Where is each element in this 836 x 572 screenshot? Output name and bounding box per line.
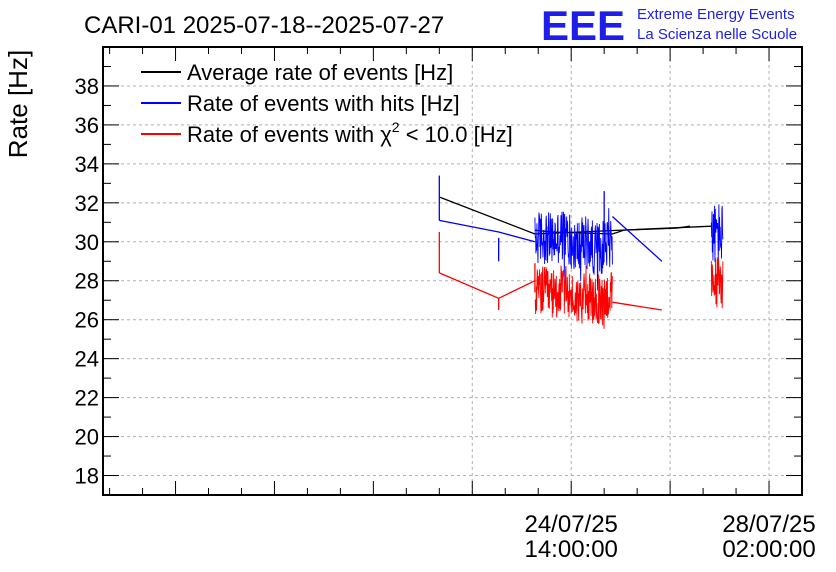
y-tick-label: 28 (75, 269, 99, 294)
y-tick-label: 30 (75, 230, 99, 255)
legend-label-chi2-symbol: χ (380, 122, 392, 147)
axis-ticks (103, 46, 802, 496)
y-tick-label: 24 (75, 347, 99, 372)
x-tick-label-date: 28/07/25 (722, 511, 815, 538)
chart-title: CARI-01 2025-07-18--2025-07-27 (84, 12, 444, 39)
legend-label-chi2-sup: 2 (392, 119, 400, 135)
y-tick-labels: 18 20 22 24 26 28 30 32 34 36 38 (75, 74, 99, 489)
series-noise-band (710, 204, 724, 263)
x-tick-label-time: 14:00:00 (524, 536, 617, 563)
y-tick-label: 26 (75, 308, 99, 333)
logo-line-2: La Scienza nelle Scuole (637, 26, 797, 43)
series-line (612, 301, 663, 311)
series-line (439, 272, 536, 300)
plot-frame (102, 46, 803, 496)
logo-line-1: Extreme Energy Events (637, 6, 795, 23)
legend-label-chi2: Rate of events with χ2 < 10.0 [Hz] (187, 119, 513, 147)
legend-label-hits: Rate of events with hits [Hz] (187, 91, 460, 116)
y-tick-label: 36 (75, 113, 99, 138)
y-tick-label: 20 (75, 425, 99, 450)
series-noise-band (534, 208, 613, 291)
series-noise-band (710, 257, 724, 309)
y-tick-label: 32 (75, 191, 99, 216)
series-line (611, 216, 663, 262)
y-tick-label: 34 (75, 152, 99, 177)
x-tick-label-date: 24/07/25 (524, 511, 617, 538)
y-tick-label: 18 (75, 464, 99, 489)
eee-logo: EEE Extreme Energy Events La Scienza nel… (541, 2, 797, 49)
y-tick-label: 38 (75, 74, 99, 99)
legend-label-chi2-post: < 10.0 [Hz] (400, 122, 513, 147)
legend: Average rate of events [Hz] Rate of even… (141, 60, 513, 147)
x-tick-label-time: 02:00:00 (722, 536, 815, 563)
eee-logo-mark: EEE (541, 2, 625, 49)
y-axis-label: Rate [Hz] (3, 50, 33, 158)
series-2 (438, 232, 724, 329)
series-1 (438, 175, 724, 291)
series-layer (438, 175, 724, 329)
y-tick-label: 22 (75, 386, 99, 411)
series-line (439, 219, 536, 243)
legend-label-average: Average rate of events [Hz] (187, 60, 453, 85)
legend-label-chi2-pre: Rate of events with (187, 122, 380, 147)
series-noise-band (534, 265, 613, 329)
